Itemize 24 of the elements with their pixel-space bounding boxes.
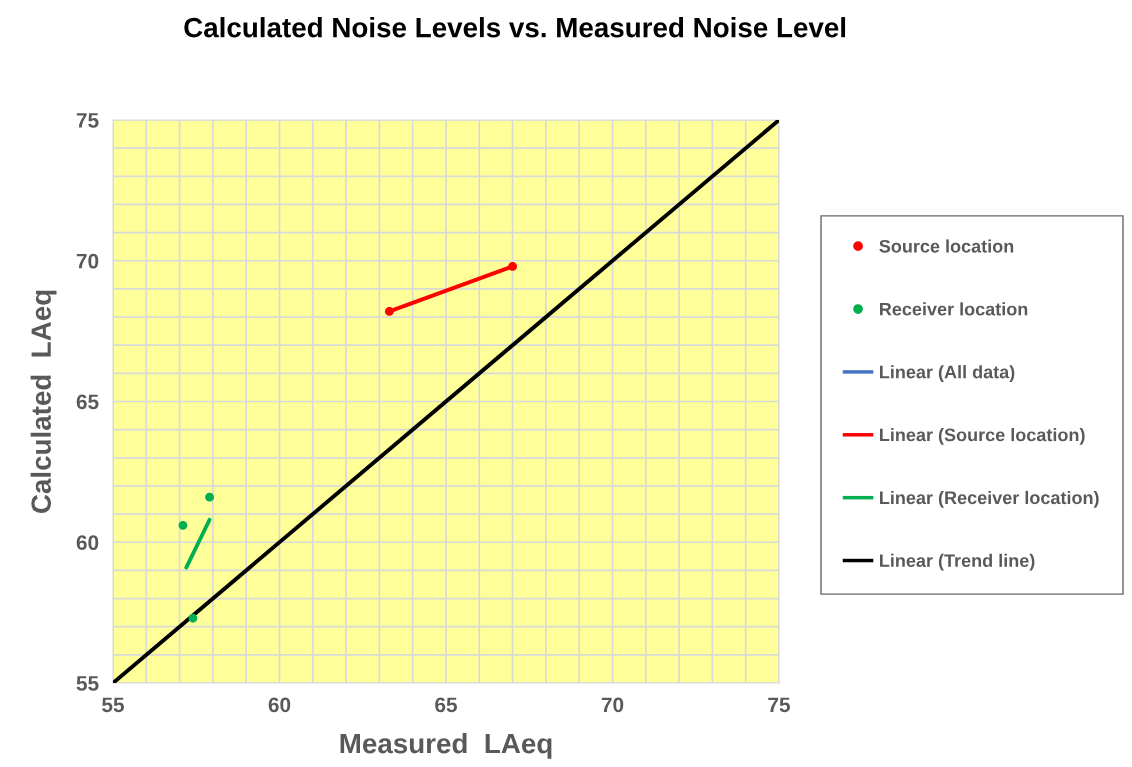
x-tick-label: 60 xyxy=(268,697,291,713)
legend-label: Linear (Receiver location) xyxy=(880,490,1099,508)
chart-title: Calculated Noise Levels vs. Measured Noise Level xyxy=(184,17,846,38)
point xyxy=(188,613,198,623)
legend-label: Linear (Trend line) xyxy=(880,553,1035,571)
legend-label: Source location xyxy=(879,239,1014,253)
point xyxy=(508,261,517,271)
point xyxy=(178,520,188,530)
legend-label: Receiver location xyxy=(880,302,1028,316)
y-tick-label: 55 xyxy=(76,676,99,691)
legend-label: Linear (Source location) xyxy=(880,428,1085,445)
x-tick-label: 65 xyxy=(435,697,458,713)
y-tick-label: 60 xyxy=(76,535,99,550)
y-tick-label: 70 xyxy=(76,253,99,269)
legend-label: Linear (All data) xyxy=(880,365,1015,382)
point xyxy=(205,492,214,502)
x-tick-label: 75 xyxy=(768,697,791,713)
point xyxy=(385,307,394,316)
x-axis-title: Measured LAeq xyxy=(340,732,552,759)
x-tick-label: 55 xyxy=(102,697,125,713)
x-tick-label: 70 xyxy=(601,697,624,713)
y-tick-label: 65 xyxy=(76,394,99,410)
y-tick-label: 75 xyxy=(76,113,99,128)
y-axis-title: Calculated LAeq xyxy=(30,290,57,514)
